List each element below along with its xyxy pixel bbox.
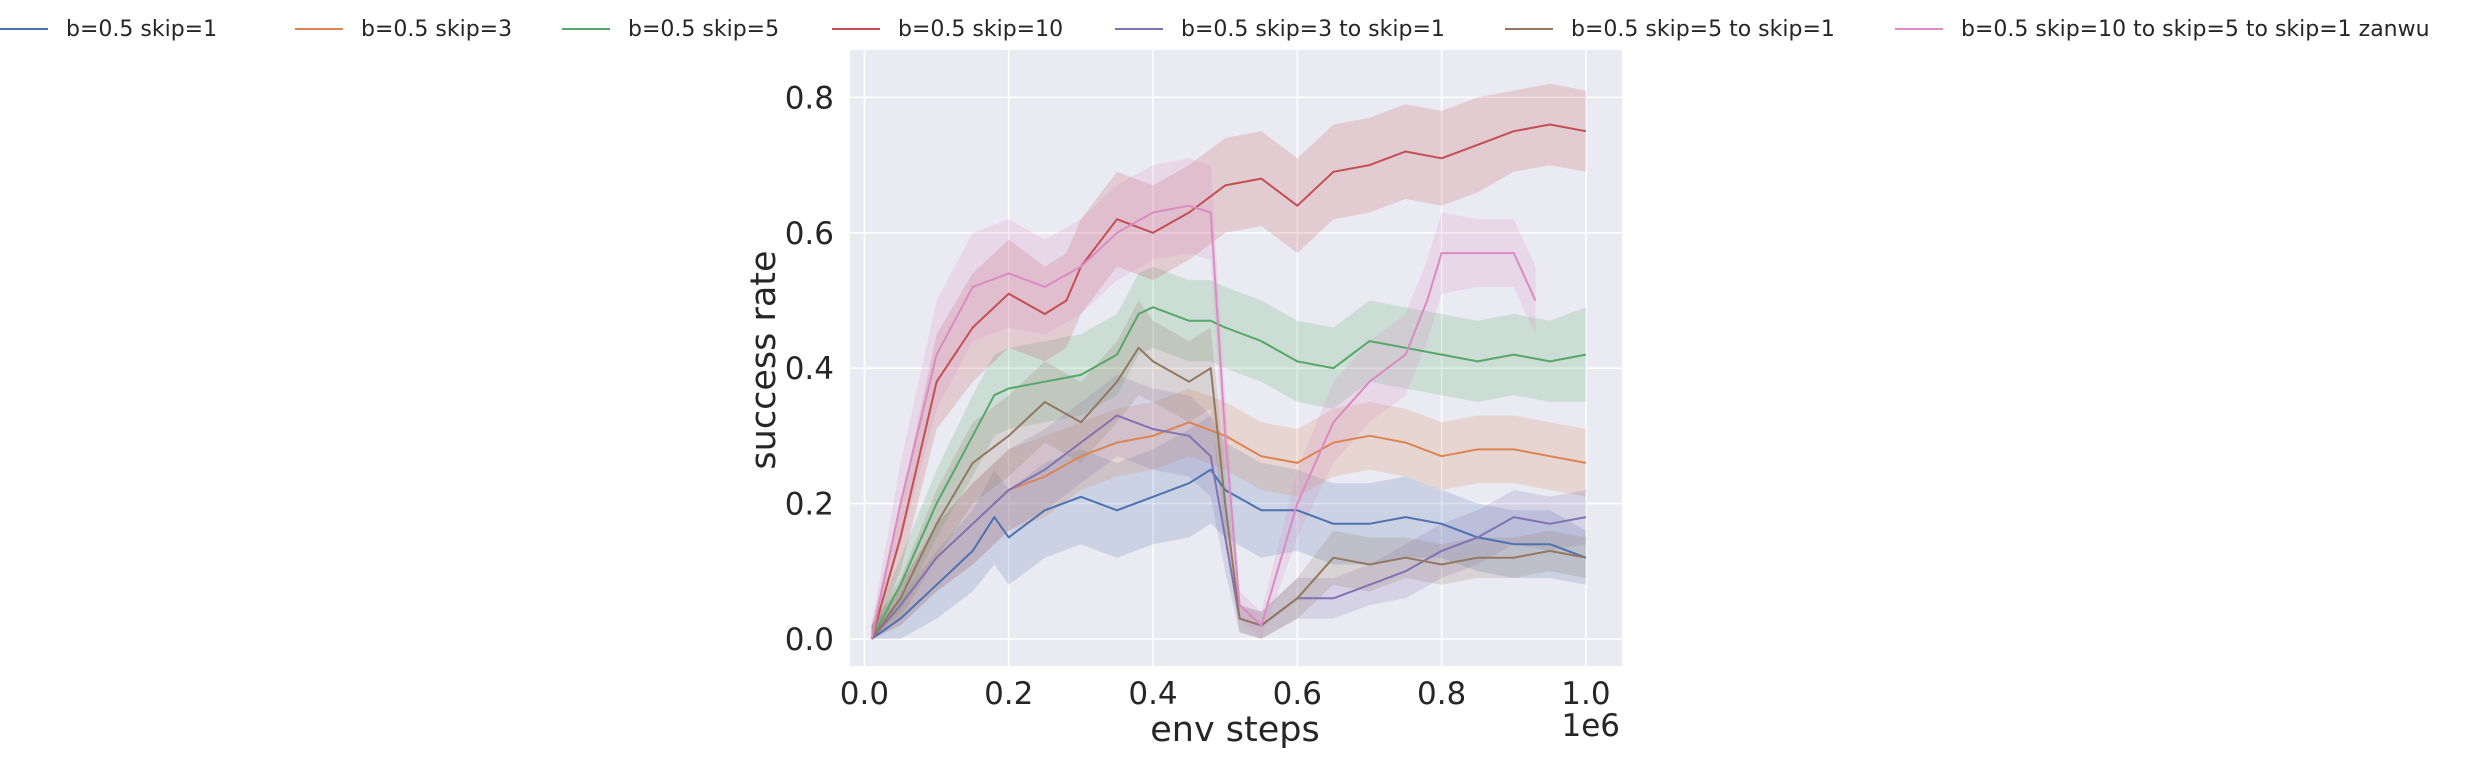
series-line: [870, 414, 1587, 640]
series-band: [871, 374, 1586, 639]
series-band: [871, 266, 1586, 639]
series-line: [870, 306, 1587, 640]
y-tick-label: 0.6: [785, 216, 834, 252]
legend-swatch: [1505, 28, 1553, 30]
legend-item: b=0.5 skip=3 to skip=1: [1115, 14, 1445, 44]
x-tick-label: 0.8: [1417, 676, 1466, 712]
legend: b=0.5 skip=1 b=0.5 skip=3 b=0.5 skip=5 b=0.…: [0, 0, 2470, 60]
legend-label: b=0.5 skip=10 to skip=5 to skip=1 zanwu: [1961, 16, 2430, 42]
series-band: [871, 158, 1536, 639]
legend-item: b=0.5 skip=5 to skip=1: [1505, 14, 1835, 44]
legend-item: b=0.5 skip=10 to skip=5 to skip=1 zanwu: [1895, 14, 2430, 44]
legend-swatch: [295, 28, 343, 30]
legend-item: b=0.5 skip=1: [0, 14, 217, 44]
legend-swatch: [0, 28, 48, 30]
x-ticks: 0.0 0.2 0.4 0.6 0.8 1.0: [840, 676, 1611, 712]
legend-swatch: [1895, 28, 1943, 30]
legend-item: b=0.5 skip=10: [832, 14, 1063, 44]
legend-item: b=0.5 skip=3: [295, 14, 512, 44]
series-line: [870, 346, 1587, 640]
legend-label: b=0.5 skip=5 to skip=1: [1571, 16, 1835, 42]
y-ticks: 0.0 0.2 0.4 0.6 0.8: [785, 80, 834, 658]
legend-swatch: [832, 28, 880, 30]
x-tick-label: 0.2: [984, 676, 1033, 712]
legend-label: b=0.5 skip=3 to skip=1: [1181, 16, 1445, 42]
legend-swatch: [562, 28, 610, 30]
legend-swatch: [1115, 28, 1163, 30]
series-band: [871, 388, 1586, 639]
y-tick-label: 0.0: [785, 622, 834, 658]
series-band: [871, 300, 1586, 639]
legend-label: b=0.5 skip=3: [361, 16, 513, 42]
x-tick-label: 1.0: [1561, 676, 1610, 712]
x-tick-label: 0.4: [1128, 676, 1177, 712]
legend-label: b=0.5 skip=1: [66, 16, 218, 42]
y-tick-label: 0.8: [785, 80, 834, 116]
series-line: [870, 204, 1537, 640]
x-axis-label: env steps: [1150, 710, 1320, 750]
legend-item: b=0.5 skip=5: [562, 14, 779, 44]
series-lines: [870, 123, 1587, 640]
y-tick-label: 0.2: [785, 487, 834, 523]
legend-label: b=0.5 skip=5: [628, 16, 780, 42]
x-tick-label: 0.0: [840, 676, 889, 712]
legend-label: b=0.5 skip=10: [898, 16, 1064, 42]
x-tick-label: 0.6: [1273, 676, 1322, 712]
series-line: [870, 123, 1587, 640]
series-band: [871, 83, 1586, 639]
x-offset-label: 1e6: [1561, 708, 1620, 744]
y-axis-label: success rate: [744, 250, 784, 469]
grid: [850, 50, 1622, 666]
series-line: [871, 468, 1587, 640]
y-tick-label: 0.4: [785, 351, 834, 387]
